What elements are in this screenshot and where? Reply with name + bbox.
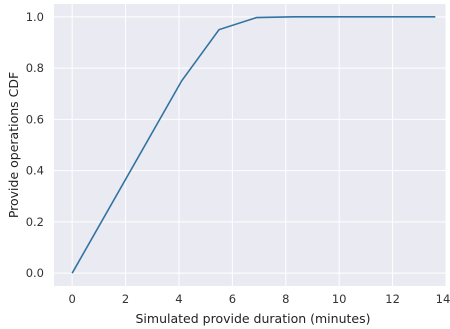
x-tick-label: 6 bbox=[229, 292, 236, 306]
y-tick-label: 1.0 bbox=[26, 10, 44, 24]
x-tick-label: 10 bbox=[332, 292, 347, 306]
y-axis-label: Provide operations CDF bbox=[6, 72, 21, 218]
y-tick-label: 0.6 bbox=[26, 112, 44, 126]
x-tick-label: 14 bbox=[436, 292, 450, 306]
y-tick-label: 0.2 bbox=[26, 215, 44, 229]
x-tick-label: 4 bbox=[175, 292, 182, 306]
x-tick-label: 0 bbox=[68, 292, 75, 306]
y-tick-label: 0.0 bbox=[26, 266, 44, 280]
y-tick-label: 0.4 bbox=[26, 164, 44, 178]
x-gridlines bbox=[71, 4, 447, 286]
x-tick-label: 2 bbox=[122, 292, 129, 306]
x-tick-label: 8 bbox=[282, 292, 289, 306]
y-tick-labels: 0.0 0.2 0.4 0.6 0.8 1.0 bbox=[26, 10, 44, 280]
x-tick-labels: 0 2 4 6 8 10 12 14 bbox=[68, 292, 450, 306]
x-tick-label: 12 bbox=[385, 292, 400, 306]
x-axis-label: Simulated provide duration (minutes) bbox=[136, 311, 371, 326]
y-tick-label: 0.8 bbox=[26, 61, 44, 75]
plot-area bbox=[54, 4, 446, 286]
cdf-series-line bbox=[71, 16, 436, 274]
